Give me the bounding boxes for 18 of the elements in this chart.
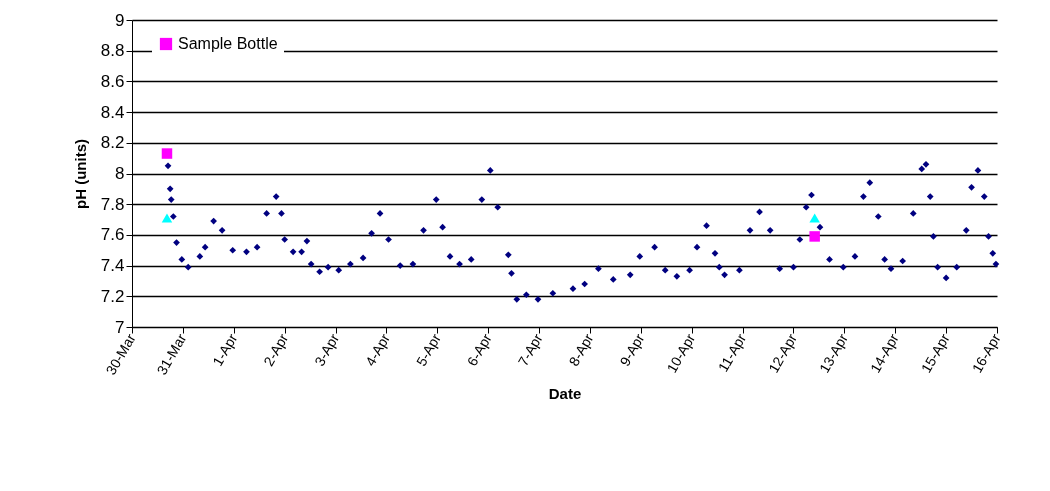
point (809, 231, 820, 242)
legend-label: Sample Bottle (178, 35, 278, 52)
y-tick-label: 7.4 (100, 256, 125, 276)
y-tick-label: 8 (115, 164, 125, 183)
y-axis-title: pH (units) (71, 139, 89, 209)
x-axis-title: Date (548, 385, 582, 403)
y-tick-label: 7.2 (100, 286, 125, 306)
y-tick-label: 8.6 (100, 71, 125, 91)
y-tick-label: 7.8 (100, 194, 125, 214)
point (809, 213, 820, 223)
y-tick-label: 8.4 (100, 102, 125, 122)
point (161, 213, 173, 223)
point (161, 148, 173, 159)
y-tick-label: 8.2 (100, 133, 125, 153)
y-tick-label: 9 (115, 10, 125, 30)
y-tick-label: 8.8 (100, 41, 125, 61)
y-tick-label: 7 (115, 317, 125, 337)
y-tick-label: 7.6 (100, 225, 125, 245)
